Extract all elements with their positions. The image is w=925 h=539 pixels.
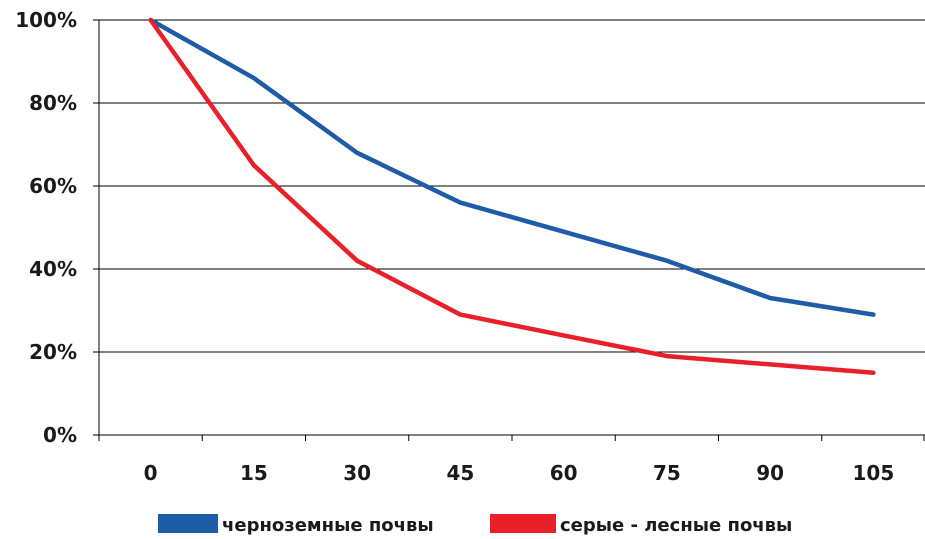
x-tick-label: 45 — [446, 461, 474, 485]
legend-label: черноземные почвы — [222, 515, 434, 536]
y-tick-label: 40% — [29, 257, 77, 281]
x-tick-label: 90 — [756, 461, 784, 485]
legend: черноземные почвы серые - лесные почвы — [158, 514, 792, 536]
y-tick-label: 0% — [43, 423, 77, 447]
x-tick-label: 15 — [240, 461, 268, 485]
y-tick-label: 60% — [29, 174, 77, 198]
series-line-2 — [148, 17, 876, 376]
y-axis: 0% 20% 40% 60% 80% 100% — [15, 8, 100, 447]
x-tick-label: 60 — [550, 461, 578, 485]
y-tick-label: 20% — [29, 340, 77, 364]
y-tick-label: 80% — [29, 91, 77, 115]
grid-lines — [99, 19, 925, 353]
series-lines — [148, 17, 876, 376]
legend-swatch — [490, 514, 556, 533]
legend-swatch — [158, 514, 218, 533]
y-tick-label: 100% — [15, 8, 77, 32]
series-line-1 — [148, 17, 876, 317]
x-axis: 0 15 30 45 60 75 90 105 — [98, 434, 925, 485]
x-tick-label: 0 — [144, 461, 158, 485]
x-tick-label: 30 — [343, 461, 371, 485]
x-tick-label: 75 — [653, 461, 681, 485]
legend-label: серые - лесные почвы — [560, 515, 792, 536]
x-tick-label: 105 — [853, 461, 895, 485]
